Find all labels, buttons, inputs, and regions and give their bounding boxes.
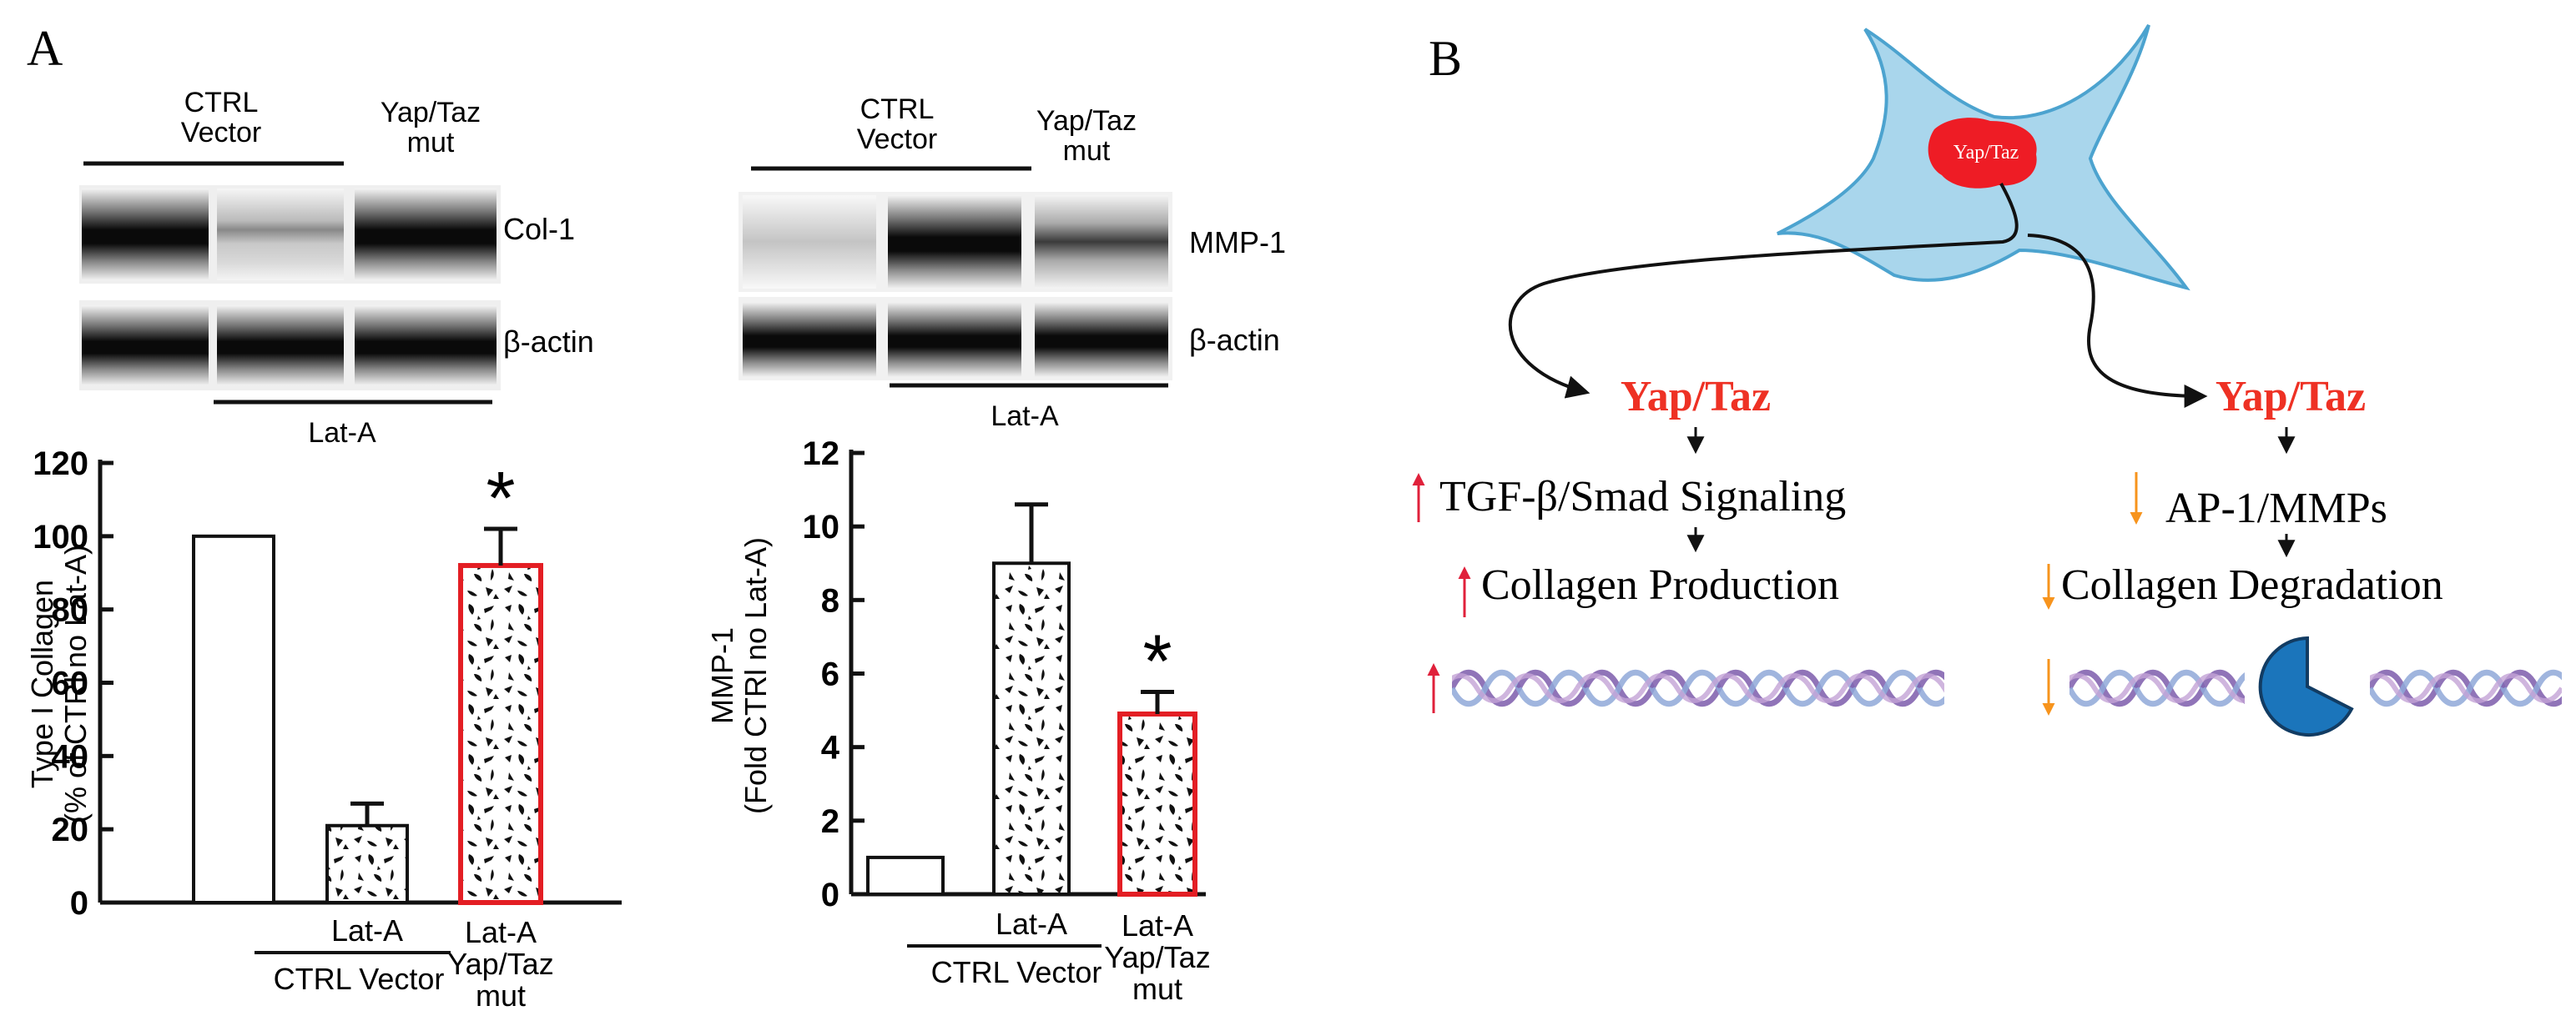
category-label: Lat-A: [996, 907, 1067, 941]
y-tick-label: 60: [52, 666, 89, 702]
y-tick-label: 20: [52, 812, 89, 848]
bar: [866, 855, 945, 896]
col2-header-mut: Yap/Taz mut: [1036, 105, 1137, 167]
col2-actin-label: β-actin: [1189, 323, 1280, 357]
collagen-fiber-right-b: [2362, 672, 2570, 704]
category-label: Lat-A Yap/Taz mut: [447, 915, 553, 1013]
y-axis-label: Type I Collagen(% of CTRl no Lat-A): [25, 545, 93, 823]
group-label: CTRL Vector: [274, 962, 445, 996]
y-tick-label: 4: [821, 730, 840, 767]
col1-blot: CTRL Vector Yap/Taz mut Col-1 β-actin Lat-…: [79, 87, 594, 449]
col1-band-lane1: [82, 189, 209, 280]
collagen-fiber-left: [1444, 672, 1986, 704]
col1-band-label: Col-1: [503, 212, 575, 246]
col1-band-lane2: [217, 189, 344, 280]
panel-a-label: A: [27, 21, 63, 76]
category-label: Lat-A: [331, 913, 403, 948]
arrow-left-path: [1508, 183, 2019, 399]
y-tick-label: 0: [821, 877, 839, 913]
collagen-chart: 0 20 40 60 80 100 120 Type I Collagen(% of CTRl…: [25, 445, 622, 1013]
col1-actin-lane1: [82, 305, 209, 385]
right-line1: AP-1/MMPs: [2165, 485, 2387, 532]
y-tick-label: 8: [821, 582, 839, 619]
bar: [192, 534, 275, 904]
col2-lata-label: Lat-A: [991, 400, 1059, 432]
y-tick-label: 12: [803, 435, 840, 472]
col2-header-ctrl: CTRL Vector: [857, 93, 937, 155]
col2-band-label: MMP-1: [1189, 225, 1286, 259]
bar: [1117, 711, 1197, 897]
bar: [325, 823, 409, 905]
fibroblast-cell: Yap/Taz: [1777, 23, 2190, 291]
y-tick-label: 6: [821, 656, 839, 693]
left-line2: Collagen Production: [1481, 561, 1839, 609]
col2-actin-lane3: [1035, 302, 1168, 377]
y-tick-label: 0: [70, 885, 88, 922]
group-label: CTRL Vector: [931, 955, 1102, 989]
left-line1: TGF-β/Smad Signaling: [1439, 473, 1846, 521]
col2-actin-lane2: [888, 302, 1021, 377]
col1-header-ctrl: CTRL Vector: [181, 87, 261, 148]
col1-header-mut: Yap/Taz mut: [381, 97, 481, 158]
pathway-left: Yap/Taz TGF-β/Smad Signaling Collagen Pr…: [1412, 373, 1986, 713]
y-tick-label: 10: [803, 509, 840, 546]
pathway-right: Yap/Taz AP-1/MMPs Collagen Degradation: [2042, 373, 2570, 737]
arrow-right-path: [2027, 234, 2208, 408]
significance-marker: *: [1142, 621, 1172, 704]
nucleus-label: Yap/Taz: [1953, 142, 2019, 163]
mmp1-blot: CTRL Vector Yap/Taz mut MMP-1 β-actin Lat-…: [739, 93, 1286, 432]
col1-actin-lane3: [355, 305, 497, 385]
col2-actin-lane1: [743, 302, 876, 377]
y-tick-label: 80: [52, 592, 89, 629]
panel-b-label: B: [1429, 31, 1462, 86]
nucleus: [1928, 118, 2037, 189]
col1-actin-lane2: [217, 305, 344, 385]
mmp-enzyme-icon: [2258, 636, 2354, 737]
col2-band-lane3: [1035, 195, 1168, 289]
category-label: Lat-A Yap/Taz mut: [1104, 908, 1210, 1006]
mmp1-chart: 0 2 4 6 8 10 12 MMP-1(Fold CTRl no Lat-A) Lat-A *…: [705, 435, 1211, 1006]
col2-band-lane2: [888, 195, 1021, 289]
right-line2: Collagen Degradation: [2061, 561, 2443, 609]
col2-band-lane1: [743, 195, 876, 289]
col1-lata-label: Lat-A: [308, 417, 376, 449]
bar: [992, 561, 1071, 896]
y-tick-label: 2: [821, 803, 839, 840]
left-title: Yap/Taz: [1621, 373, 1771, 420]
y-axis-label: MMP-1(Fold CTRl no Lat-A): [705, 537, 773, 814]
collagen-fiber-right-a: [2061, 672, 2270, 704]
col1-actin-label: β-actin: [503, 324, 594, 359]
y-tick-label: 120: [33, 445, 88, 482]
col1-band-lane3: [355, 189, 497, 280]
bar: [458, 562, 543, 905]
y-tick-label: 40: [52, 738, 89, 775]
significance-marker: *: [486, 457, 515, 541]
y-tick-label: 100: [33, 519, 88, 556]
right-title: Yap/Taz: [2216, 373, 2366, 420]
